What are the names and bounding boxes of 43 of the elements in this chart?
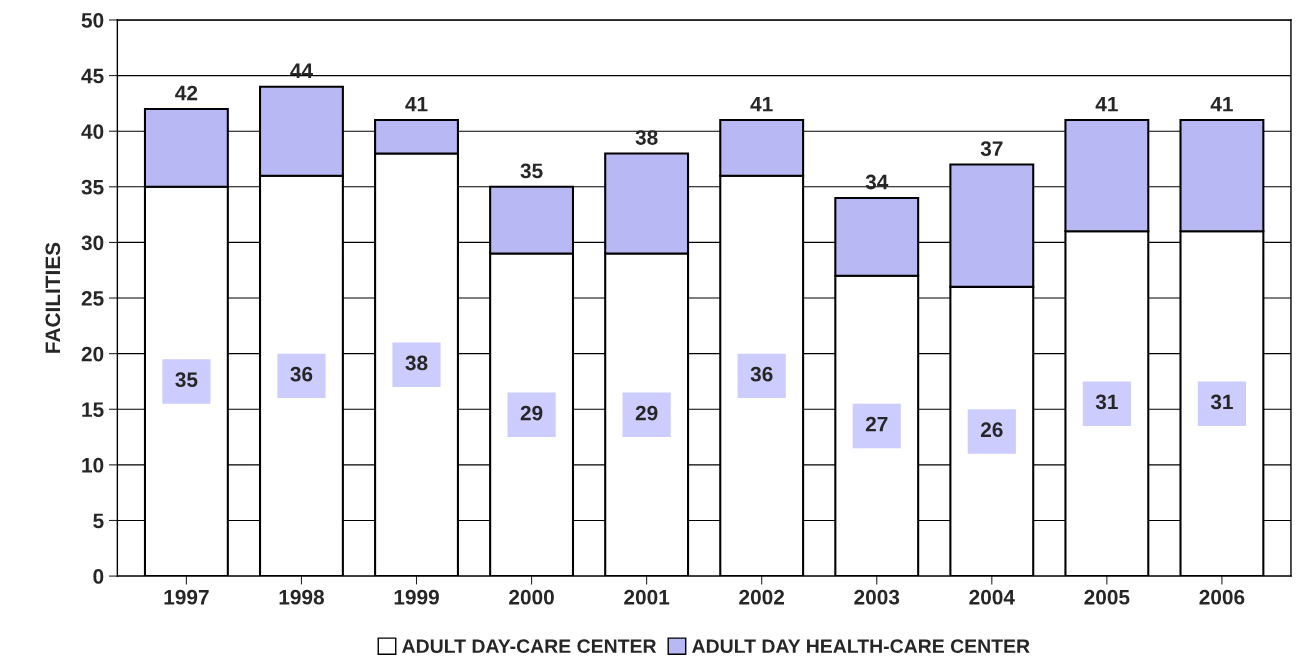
- y-tick-label: 0: [93, 569, 104, 584]
- y-tick-label: 15: [82, 402, 104, 418]
- x-tick-label: 2002: [739, 589, 785, 605]
- total-label: 38: [635, 130, 658, 145]
- legend-label: ADULT DAY HEALTH-CARE CENTER: [692, 639, 1030, 654]
- data-label: 36: [750, 366, 773, 382]
- total-label: 41: [405, 96, 428, 112]
- legend-label: ADULT DAY-CARE CENTER: [402, 639, 657, 654]
- y-tick-label: 25: [81, 291, 104, 306]
- data-label: 29: [635, 405, 658, 421]
- x-tick-label: 1998: [279, 589, 324, 605]
- data-label: 35: [175, 372, 198, 388]
- data-label: 31: [1095, 394, 1118, 410]
- y-tick-label: 30: [81, 235, 104, 251]
- total-label: 44: [290, 63, 313, 78]
- total-label: 41: [750, 96, 773, 112]
- x-tick-label: 2005: [1084, 589, 1130, 605]
- x-tick-label: 1997: [164, 589, 209, 605]
- total-label: 35: [520, 163, 543, 179]
- y-tick-label: 50: [81, 12, 104, 28]
- data-label: 29: [520, 405, 543, 421]
- y-tick-label: 45: [81, 68, 104, 84]
- total-label: 42: [175, 85, 198, 101]
- y-tick-label: 10: [82, 457, 104, 473]
- data-label: 38: [405, 355, 428, 371]
- y-tick-label: 20: [81, 346, 104, 362]
- total-label: 37: [980, 141, 1003, 157]
- y-tick-label: 40: [81, 124, 104, 139]
- y-tick-label: 35: [81, 179, 104, 195]
- total-label: 41: [1095, 96, 1118, 112]
- x-tick-label: 2003: [854, 589, 900, 605]
- x-tick-label: 2006: [1199, 589, 1245, 605]
- x-tick-label: 2004: [969, 589, 1015, 605]
- x-tick-label: 1999: [394, 589, 439, 605]
- x-tick-label: 2001: [624, 589, 670, 605]
- data-label: 27: [865, 416, 888, 432]
- data-label: 26: [980, 422, 1003, 438]
- total-label: 41: [1210, 96, 1233, 112]
- y-tick-label: 5: [93, 513, 104, 529]
- y-axis-title: FACILITIES: [45, 242, 61, 353]
- data-label: 31: [1210, 394, 1233, 410]
- data-label: 36: [290, 366, 313, 382]
- x-tick-label: 2000: [509, 589, 554, 605]
